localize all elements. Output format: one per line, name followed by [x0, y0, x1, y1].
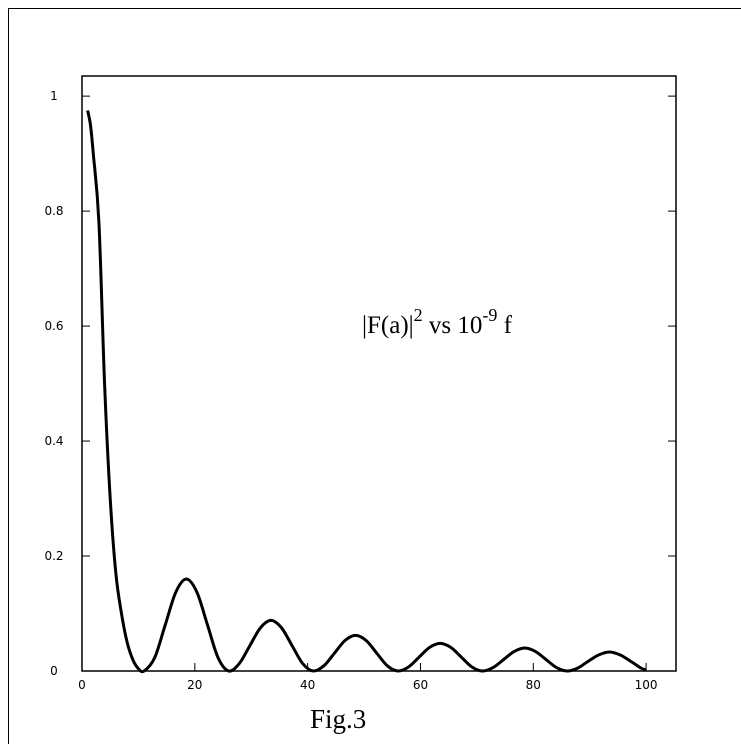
y-tick-label: 1	[50, 89, 58, 103]
page-frame	[8, 8, 741, 744]
x-tick-label: 20	[187, 678, 202, 692]
annotation-sup: 2	[414, 305, 423, 325]
data-line	[86, 110, 647, 674]
x-tick-label: 40	[300, 678, 315, 692]
caption: Fig.3	[310, 704, 366, 734]
annotation-text: f	[497, 312, 512, 339]
y-tick-label: 0.6	[44, 319, 63, 333]
y-tick-label: 0.4	[44, 434, 63, 448]
annotation-text: |F(a)|	[362, 312, 414, 339]
y-tick-label: 0.2	[44, 549, 63, 563]
annotation-text: vs 10	[423, 312, 483, 339]
annotation-sup: -9	[482, 305, 497, 325]
y-tick-label: 0	[50, 664, 58, 678]
annotation: |F(a)|2 vs 10-9 f	[362, 305, 513, 339]
x-tick-label: 60	[413, 678, 428, 692]
x-tick-label: 0	[78, 678, 86, 692]
x-tick-label: 100	[635, 678, 658, 692]
plot-frame	[81, 75, 677, 672]
y-tick-label: 0.8	[44, 204, 63, 218]
x-tick-label: 80	[526, 678, 541, 692]
